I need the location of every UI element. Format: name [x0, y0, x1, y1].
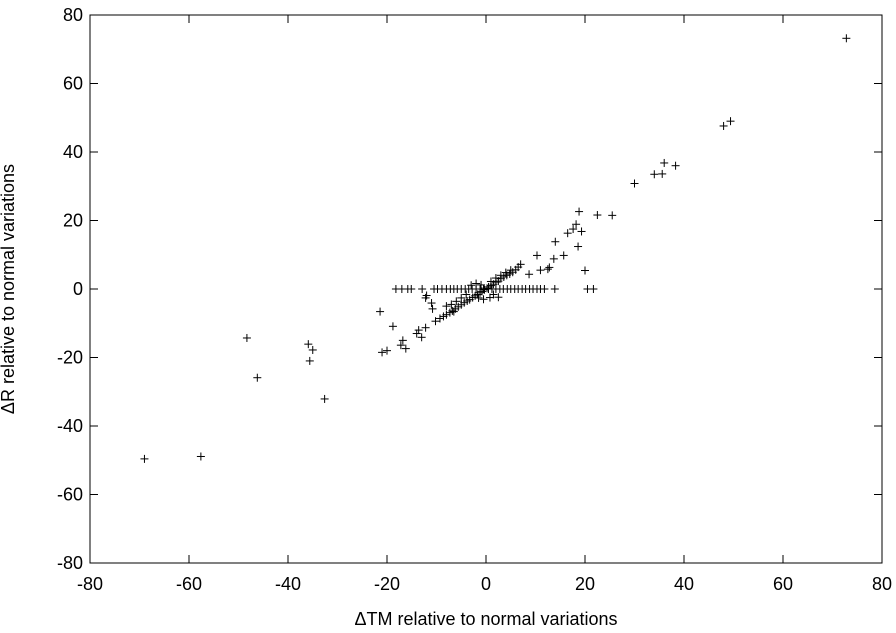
data-point	[536, 266, 545, 275]
data-point	[376, 307, 385, 316]
data-point	[449, 307, 458, 316]
data-point	[140, 454, 149, 463]
data-point	[447, 300, 456, 309]
data-point	[320, 394, 329, 403]
data-point	[421, 293, 430, 302]
data-point	[391, 285, 400, 293]
x-tick-label: -80	[77, 574, 103, 594]
data-point	[660, 158, 669, 167]
data-point	[496, 271, 505, 280]
data-point	[575, 207, 584, 216]
data-point	[452, 297, 461, 306]
data-point	[545, 263, 554, 272]
data-point	[378, 348, 387, 357]
data-point	[439, 312, 448, 321]
data-point	[563, 229, 572, 238]
data-point	[608, 211, 617, 220]
data-point	[485, 293, 494, 302]
x-tick-label: -40	[275, 574, 301, 594]
data-point	[388, 322, 397, 331]
data-point	[501, 268, 510, 277]
data-point	[196, 452, 205, 461]
y-tick-label: 40	[63, 142, 83, 162]
data-point	[401, 344, 410, 353]
data-point	[532, 251, 541, 260]
data-point	[525, 270, 534, 279]
data-point	[569, 225, 578, 234]
data-point	[442, 302, 451, 311]
data-point	[431, 317, 440, 326]
data-point	[549, 254, 558, 263]
data-point	[543, 265, 552, 274]
data-point	[719, 121, 728, 130]
data-point	[253, 373, 262, 382]
data-point	[445, 308, 454, 317]
y-tick-label: -60	[57, 485, 83, 505]
data-point	[417, 333, 426, 342]
data-point	[572, 220, 581, 229]
x-tick-label: 20	[575, 574, 595, 594]
y-tick-label: 60	[63, 74, 83, 94]
x-tick-label: 0	[481, 574, 491, 594]
y-tick-label: 80	[63, 5, 83, 25]
data-point	[574, 242, 583, 251]
data-point	[551, 237, 560, 246]
data-points	[140, 34, 851, 463]
data-point	[491, 274, 500, 283]
data-point	[398, 336, 407, 345]
data-point	[396, 341, 405, 350]
y-axis-title: ΔR relative to normal variations	[0, 164, 18, 414]
data-point	[457, 293, 466, 302]
data-point	[428, 304, 437, 313]
x-tick-label: -60	[176, 574, 202, 594]
data-point	[421, 323, 430, 332]
data-point	[462, 290, 471, 299]
data-point	[418, 285, 427, 293]
x-tick-label: 80	[872, 574, 892, 594]
plot-frame	[89, 14, 883, 564]
x-tick-label: 60	[773, 574, 793, 594]
x-tick-label: 40	[674, 574, 694, 594]
data-point	[589, 285, 598, 293]
data-point	[581, 266, 589, 275]
data-point	[593, 211, 602, 220]
data-point	[559, 251, 568, 260]
data-point	[577, 227, 586, 236]
x-tick-label: -20	[374, 574, 400, 594]
data-point	[671, 161, 680, 170]
y-tick-label: -20	[57, 348, 83, 368]
y-tick-label: 20	[63, 211, 83, 231]
data-point	[474, 293, 483, 302]
data-point	[305, 356, 314, 365]
data-point	[477, 280, 486, 289]
data-point	[650, 170, 659, 179]
data-point	[494, 293, 503, 302]
data-point	[479, 295, 488, 304]
data-point	[427, 299, 436, 308]
data-point	[435, 314, 444, 323]
data-point	[658, 169, 667, 178]
data-point	[242, 333, 251, 342]
data-point	[486, 277, 495, 286]
y-tick-label: 0	[73, 279, 83, 299]
axis-ticks: -80 -60 -40 -20 0 20 40 60 80 -80 -60 -40 -20 0 20 40 60…	[57, 5, 892, 594]
y-tick-label: -40	[57, 416, 83, 436]
data-point	[506, 266, 515, 275]
data-point	[842, 34, 851, 43]
y-tick-label: -80	[57, 553, 83, 573]
data-point	[412, 329, 421, 338]
data-point	[383, 346, 391, 355]
data-point	[308, 345, 317, 354]
data-point	[550, 285, 559, 293]
data-point	[414, 326, 423, 335]
data-point	[630, 179, 639, 188]
data-point	[304, 340, 313, 349]
data-point	[726, 117, 735, 126]
x-axis-title: ΔTM relative to normal variations	[354, 609, 617, 629]
data-point	[540, 285, 549, 293]
